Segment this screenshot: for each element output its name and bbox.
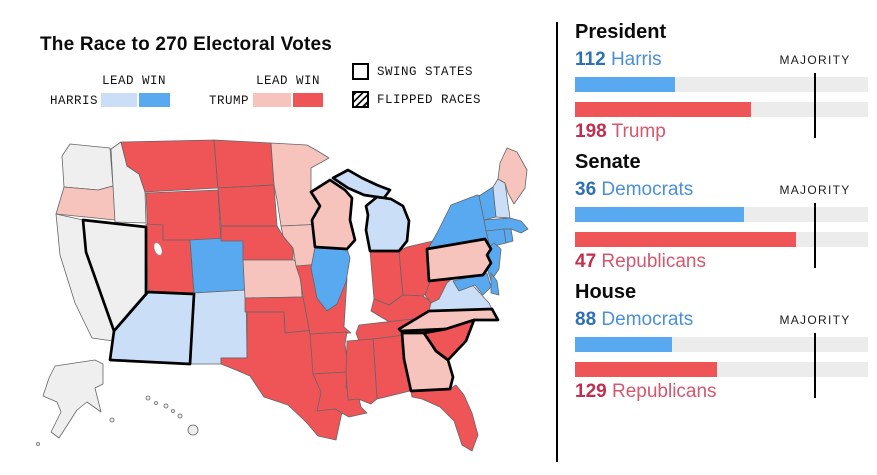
- house-dem-bar-fill: [575, 337, 672, 352]
- map-state-ME[interactable]: [497, 147, 528, 205]
- map-state-WI[interactable]: [309, 178, 357, 251]
- trump-lead-win-label: LEAD WIN: [256, 74, 321, 88]
- president-rep-count: 198: [575, 121, 607, 142]
- map-state-MI[interactable]: [364, 195, 411, 253]
- map-state-DE[interactable]: [490, 272, 500, 296]
- house-rep-count: 129: [575, 381, 607, 402]
- senate-dem-bar-track: [575, 207, 868, 222]
- map-state-PA[interactable]: [425, 237, 493, 283]
- map-state-SC[interactable]: [422, 318, 476, 362]
- map-state-OR[interactable]: [55, 185, 119, 221]
- us-electoral-map: [36, 139, 529, 452]
- map-state-HI-island[interactable]: [187, 424, 199, 436]
- president-rep-name: Trump: [611, 121, 666, 142]
- map-state-HI-island[interactable]: [171, 409, 175, 413]
- majority-line: [814, 203, 816, 268]
- map-state-AK-island[interactable]: [36, 442, 40, 446]
- map-state-NM[interactable]: [189, 289, 248, 365]
- map-state-SD[interactable]: [217, 184, 278, 227]
- house-section: House 88 Democrats 129 Republicans MAJOR…: [575, 281, 869, 410]
- map-state-MS[interactable]: [345, 338, 378, 405]
- map-state-NC[interactable]: [397, 307, 500, 333]
- president-rep-row: 198 Trump: [575, 121, 666, 143]
- trump-lead-swatch: [253, 93, 291, 107]
- president-rep-bar-track: [575, 102, 868, 117]
- senate-rep-count: 47: [575, 251, 597, 272]
- map-state-HI-island[interactable]: [163, 403, 169, 409]
- map-state-MI-upper[interactable]: [331, 168, 392, 200]
- president-dem-bar-track: [575, 77, 868, 92]
- senate-section: Senate 36 Democrats 47 Republicans MAJOR…: [575, 151, 869, 280]
- house-rep-name: Republicans: [611, 381, 717, 402]
- senate-rep-row: 47 Republicans: [575, 251, 706, 273]
- president-section: President 112 Harris 198 Trump MAJORITY: [575, 21, 869, 150]
- senate-dem-name: Democrats: [601, 179, 694, 200]
- president-dem-row: 112 Harris: [575, 49, 662, 71]
- map-state-ND[interactable]: [213, 139, 275, 189]
- map-state-AR[interactable]: [309, 331, 350, 375]
- senate-dem-row: 36 Democrats: [575, 179, 693, 201]
- map-state-HI-island[interactable]: [154, 401, 158, 405]
- senate-rep-bar-track: [575, 232, 868, 247]
- panel-divider: [556, 22, 558, 462]
- house-rep-bar-fill: [575, 362, 717, 377]
- trump-legend-label: TRUMP: [208, 94, 249, 108]
- harris-win-swatch: [139, 93, 170, 107]
- map-state-AZ[interactable]: [108, 290, 196, 366]
- page-title: The Race to 270 Electoral Votes: [40, 33, 333, 55]
- house-rep-row: 129 Republicans: [575, 381, 717, 403]
- house-dem-bar-track: [575, 337, 868, 352]
- flipped-races-label: FLIPPED RACES: [377, 93, 482, 107]
- flipped-races-icon: [352, 91, 369, 108]
- house-dem-row: 88 Democrats: [575, 309, 693, 331]
- house-heading: House: [575, 281, 637, 303]
- senate-heading: Senate: [575, 151, 641, 173]
- map-state-AK[interactable]: [42, 359, 104, 439]
- map-state-WA[interactable]: [61, 143, 114, 191]
- president-dem-count: 112: [575, 49, 606, 70]
- house-rep-bar-track: [575, 362, 868, 377]
- map-state-MD[interactable]: [452, 272, 492, 296]
- president-rep-bar-fill: [575, 102, 751, 117]
- map-state-LA[interactable]: [312, 371, 368, 418]
- map-state-FL[interactable]: [410, 384, 479, 452]
- senate-rep-bar-fill: [575, 232, 796, 247]
- map-state-RI[interactable]: [503, 228, 514, 244]
- president-dem-name: Harris: [610, 49, 662, 70]
- majority-label: MAJORITY: [779, 53, 851, 67]
- majority-label: MAJORITY: [779, 183, 851, 197]
- harris-lead-swatch: [101, 93, 137, 107]
- map-state-CO[interactable]: [189, 236, 247, 294]
- map-state-HI-island[interactable]: [145, 395, 151, 401]
- map-state-AK-island[interactable]: [109, 417, 115, 423]
- majority-line: [814, 333, 816, 398]
- great-salt-lake: [153, 242, 163, 256]
- swing-states-icon: [352, 63, 369, 80]
- president-heading: President: [575, 21, 667, 43]
- senate-dem-count: 36: [575, 179, 597, 200]
- harris-lead-win-label: LEAD WIN: [102, 74, 167, 88]
- majority-line: [814, 73, 816, 138]
- map-state-KS[interactable]: [242, 259, 303, 299]
- results-panel: President 112 Harris 198 Trump MAJORITY …: [575, 21, 869, 454]
- swing-states-label: SWING STATES: [377, 65, 474, 79]
- trump-win-swatch: [293, 93, 323, 107]
- majority-label: MAJORITY: [779, 313, 851, 327]
- harris-legend-label: HARRIS: [49, 94, 98, 108]
- senate-rep-name: Republicans: [601, 251, 706, 272]
- house-dem-name: Democrats: [601, 309, 694, 330]
- map-state-HI-island[interactable]: [177, 413, 183, 419]
- house-dem-count: 88: [575, 309, 597, 330]
- president-dem-bar-fill: [575, 77, 675, 92]
- map-state-IN[interactable]: [369, 250, 404, 306]
- map-state-IL[interactable]: [310, 246, 351, 312]
- senate-dem-bar-fill: [575, 207, 744, 222]
- map-state-NH[interactable]: [492, 178, 511, 219]
